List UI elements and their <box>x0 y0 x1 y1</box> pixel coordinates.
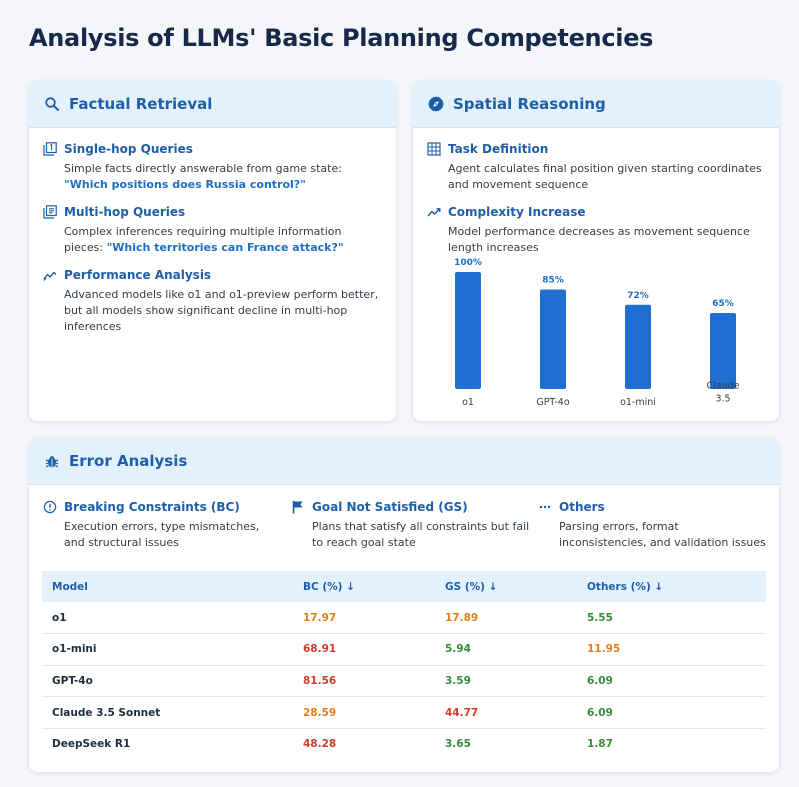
table-row: GPT-4o 81.56 3.59 6.09 <box>42 665 766 698</box>
single-hop-title: Single-hop Queries <box>64 142 193 156</box>
others-cell: 11.95 <box>577 633 766 666</box>
grid-icon <box>427 142 441 156</box>
table-header-row: Model BC (%) ↓ GS (%) ↓ Others (%) ↓ <box>42 571 766 602</box>
single-hop-desc: Simple facts directly answerable from ga… <box>64 162 342 175</box>
error-analysis-card: Error Analysis Breaking Constraints (BC)… <box>29 438 779 772</box>
alert-circle-icon <box>43 500 57 514</box>
multi-hop-desc: Complex inferences requiring multiple in… <box>64 225 342 254</box>
gs-category: Goal Not Satisfied (GS) Plans that satis… <box>291 499 531 551</box>
gs-title: Goal Not Satisfied (GS) <box>312 500 468 514</box>
multi-layer-icon <box>43 205 57 219</box>
x-tick-label: GPT-4o <box>536 397 569 408</box>
bar-gpt-4o <box>540 289 566 389</box>
complexity-increase-title: Complexity Increase <box>448 205 586 219</box>
gs-cell: 3.59 <box>435 665 577 698</box>
error-table: Model BC (%) ↓ GS (%) ↓ Others (%) ↓ o1 … <box>42 571 766 760</box>
flag-icon <box>291 500 305 514</box>
bc-title: Breaking Constraints (BC) <box>64 500 240 514</box>
x-tick-label: o1-mini <box>620 397 656 408</box>
complexity-increase-desc: Model performance decreases as movement … <box>448 225 750 254</box>
bc-cell: 28.59 <box>293 696 435 729</box>
performance-analysis-desc: Advanced models like o1 and o1-preview p… <box>64 288 379 333</box>
header-gs[interactable]: GS (%) ↓ <box>435 571 577 602</box>
multi-hop-item: Multi-hop Queries Complex inferences req… <box>43 204 384 256</box>
multi-hop-title: Multi-hop Queries <box>64 205 186 219</box>
bar-value-label: 85% <box>542 276 564 286</box>
others-cell: 1.87 <box>587 738 613 751</box>
compass-icon <box>428 96 444 112</box>
bar-value-label: 72% <box>627 291 649 301</box>
bc-cell: 48.28 <box>303 738 337 751</box>
others-title: Others <box>559 500 605 514</box>
error-analysis-header: Error Analysis <box>29 438 779 485</box>
more-horizontal-icon <box>538 500 552 514</box>
trend-icon <box>43 268 57 282</box>
page-title: Analysis of LLMs' Basic Planning Compete… <box>29 24 654 52</box>
bug-icon <box>44 453 60 469</box>
model-cell: o1 <box>42 602 293 635</box>
model-cell: Claude 3.5 Sonnet <box>42 696 293 729</box>
factual-retrieval-card: Factual Retrieval Single-hop Queries Sim… <box>29 81 396 421</box>
performance-bar-chart: 100% o1 85% GPT-4o 72% o1-mini 65% Claude 3.5 <box>454 258 740 408</box>
x-tick-label: Claude <box>707 381 740 392</box>
spatial-reasoning-card: Spatial Reasoning Task Definition Agent … <box>413 81 779 421</box>
others-cell: 6.09 <box>577 665 766 698</box>
bar-value-label: 100% <box>454 258 482 268</box>
multi-hop-query: "Which territories can France attack?" <box>106 241 344 254</box>
spatial-reasoning-title: Spatial Reasoning <box>453 95 606 113</box>
x-tick-label: o1 <box>462 397 474 408</box>
performance-analysis-item: Performance Analysis Advanced models lik… <box>43 267 384 335</box>
others-cell: 6.09 <box>577 696 766 729</box>
table-row: Claude 3.5 Sonnet 28.59 44.77 6.09 <box>42 696 766 729</box>
table-row: o1 17.97 17.89 5.55 <box>42 602 766 635</box>
table-row: o1-mini 68.91 5.94 11.95 <box>42 633 766 666</box>
header-others[interactable]: Others (%) ↓ <box>577 571 766 602</box>
table-row: DeepSeek R1 48.28 3.65 1.87 <box>42 728 766 760</box>
model-cell: DeepSeek R1 <box>52 738 131 751</box>
bc-cell: 17.97 <box>293 602 435 635</box>
bar-claude-3-5 <box>710 312 736 389</box>
bc-desc: Execution errors, type mismatches, and s… <box>64 520 260 549</box>
spatial-reasoning-header: Spatial Reasoning <box>413 81 779 128</box>
gs-cell: 3.65 <box>445 738 471 751</box>
header-bc[interactable]: BC (%) ↓ <box>293 571 435 602</box>
filter-one-icon <box>43 142 57 156</box>
others-cell: 5.55 <box>577 602 766 635</box>
bar-o1 <box>455 272 481 389</box>
task-definition-item: Task Definition Agent calculates final p… <box>427 141 767 193</box>
bar-value-label: 65% <box>712 299 734 309</box>
others-category: Others Parsing errors, format inconsiste… <box>538 499 768 551</box>
others-desc: Parsing errors, format inconsistencies, … <box>559 520 766 549</box>
gs-desc: Plans that satisfy all constraints but f… <box>312 520 530 549</box>
header-model[interactable]: Model <box>42 571 293 602</box>
model-cell: o1-mini <box>42 633 293 666</box>
performance-analysis-title: Performance Analysis <box>64 268 212 282</box>
bc-cell: 68.91 <box>293 633 435 666</box>
task-definition-title: Task Definition <box>448 142 549 156</box>
bar-o1-mini <box>625 304 651 389</box>
bc-category: Breaking Constraints (BC) Execution erro… <box>43 499 283 551</box>
factual-retrieval-title: Factual Retrieval <box>69 95 213 113</box>
gs-cell: 5.94 <box>435 633 577 666</box>
search-icon <box>44 96 60 112</box>
single-hop-item: Single-hop Queries Simple facts directly… <box>43 141 384 193</box>
factual-retrieval-header: Factual Retrieval <box>29 81 396 128</box>
task-definition-desc: Agent calculates final position given st… <box>448 162 762 191</box>
gs-cell: 17.89 <box>435 602 577 635</box>
complexity-increase-item: Complexity Increase Model performance de… <box>427 204 767 256</box>
gs-cell: 44.77 <box>435 696 577 729</box>
single-hop-query: "Which positions does Russia control?" <box>64 178 306 191</box>
error-analysis-title: Error Analysis <box>69 452 188 470</box>
bc-cell: 81.56 <box>293 665 435 698</box>
model-cell: GPT-4o <box>42 665 293 698</box>
trend-up-icon <box>427 205 441 219</box>
x-tick-label: 3.5 <box>715 394 730 405</box>
